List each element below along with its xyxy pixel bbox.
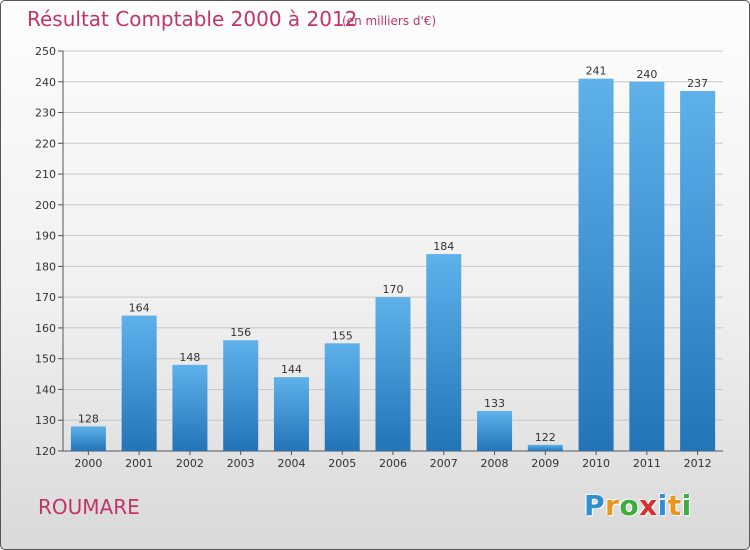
bar (578, 78, 614, 451)
x-tick-label: 2006 (379, 457, 407, 470)
y-tick-label: 170 (35, 291, 56, 304)
y-tick-label: 180 (35, 260, 56, 273)
x-tick-label: 2002 (176, 457, 204, 470)
bar (629, 81, 665, 452)
logo-letter: x (639, 489, 658, 522)
chart-subtitle: (en milliers d'€) (342, 14, 437, 28)
data-label: 128 (78, 412, 99, 425)
y-tick-label: 240 (35, 76, 56, 89)
data-label: 240 (636, 68, 657, 81)
y-tick-label: 150 (35, 353, 56, 366)
x-tick-label: 2003 (227, 457, 255, 470)
y-tick-label: 230 (35, 107, 56, 120)
bar (324, 343, 360, 451)
proxiti-logo: Proxiti (584, 489, 692, 522)
y-tick-label: 130 (35, 414, 56, 427)
x-tick-label: 2012 (684, 457, 712, 470)
bars (70, 78, 716, 452)
data-label: 148 (179, 351, 200, 364)
y-tick-label: 190 (35, 230, 56, 243)
data-label: 237 (687, 77, 708, 90)
data-label: 170 (383, 283, 404, 296)
data-label: 122 (535, 431, 556, 444)
bar (375, 297, 411, 451)
bar (121, 315, 157, 451)
axes: 120 130 140 150 160 170 180 190 200 210 220 230 240 2… (35, 45, 723, 470)
bar (273, 377, 309, 451)
bar (680, 91, 716, 451)
y-tick-label: 210 (35, 168, 56, 181)
y-tick-label: 140 (35, 383, 56, 396)
bar (70, 426, 106, 451)
logo-letter: i (657, 489, 668, 522)
y-tick-label: 160 (35, 322, 56, 335)
bar (426, 254, 462, 451)
x-tick-label: 2001 (125, 457, 153, 470)
y-tick-label: 200 (35, 199, 56, 212)
logo-letter: t (667, 489, 682, 522)
data-label: 241 (586, 65, 607, 78)
logo-letter: P (584, 489, 606, 522)
bar (527, 444, 563, 451)
x-tick-label: 2010 (582, 457, 610, 470)
x-tick-label: 2007 (430, 457, 458, 470)
data-label: 133 (484, 397, 505, 410)
commune-name: ROUMARE (38, 495, 140, 519)
data-label: 184 (433, 240, 454, 253)
y-tick-label: 250 (35, 45, 56, 58)
data-label: 144 (281, 363, 302, 376)
data-labels: 128 164 148 156 144 155 170 184 133 122 241 240 237 (78, 65, 708, 444)
bar (477, 411, 513, 451)
logo-letter: o (619, 489, 640, 522)
x-tick-label: 2008 (481, 457, 509, 470)
x-tick-label: 2011 (633, 457, 661, 470)
x-tick-label: 2000 (74, 457, 102, 470)
y-tick-label: 220 (35, 137, 56, 150)
logo-letter: i (681, 489, 692, 522)
y-tick-label: 120 (35, 445, 56, 458)
chart-title: Résultat Comptable 2000 à 2012 (27, 7, 358, 31)
data-label: 164 (129, 302, 150, 315)
data-label: 156 (230, 326, 251, 339)
bar (223, 340, 259, 451)
x-tick-label: 2004 (277, 457, 305, 470)
bar (172, 364, 208, 451)
data-label: 155 (332, 329, 353, 342)
x-tick-label: 2005 (328, 457, 356, 470)
logo-letter: r (605, 489, 620, 522)
x-tick-label: 2009 (531, 457, 559, 470)
